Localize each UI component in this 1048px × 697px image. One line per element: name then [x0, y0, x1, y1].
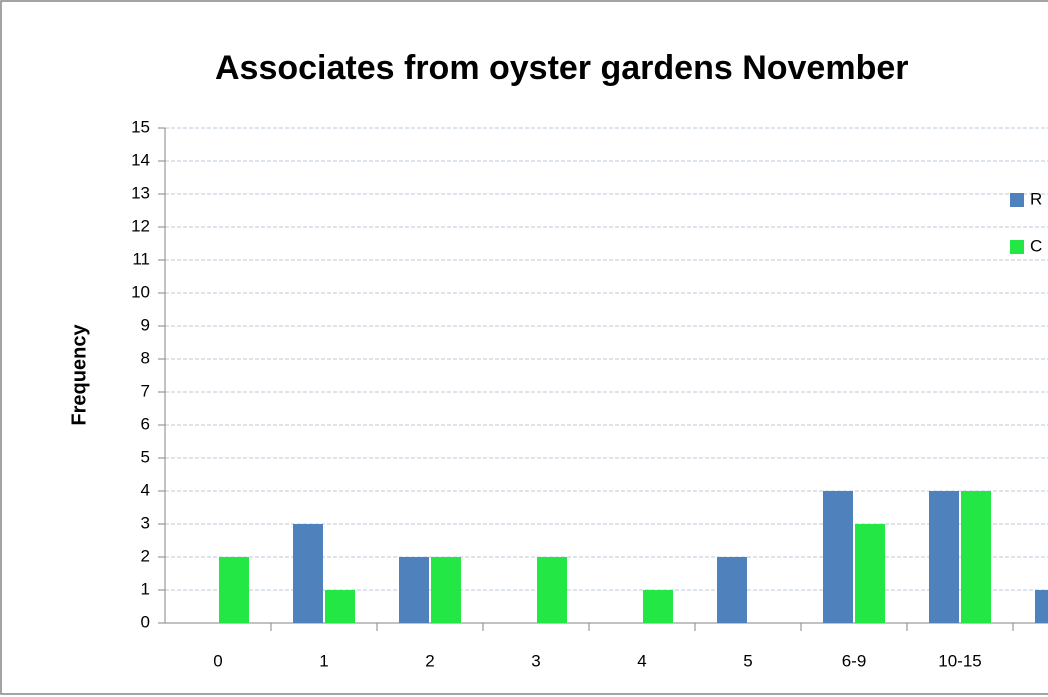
y-tick-label: 3: [141, 513, 150, 532]
y-tick-label: 0: [141, 612, 150, 631]
y-tick-label: 6: [141, 414, 150, 433]
y-tick-label: 15: [131, 117, 150, 136]
x-tick-label: 4: [637, 651, 646, 670]
bar: [431, 557, 461, 623]
chart-title: Associates from oyster gardens November: [215, 49, 908, 87]
bar: [823, 491, 853, 623]
y-tick-label: 8: [141, 348, 150, 367]
y-tick-label: 14: [131, 150, 150, 169]
x-tick-label: 10-15: [938, 651, 981, 670]
x-tick-label: 5: [743, 651, 752, 670]
y-tick-label: 5: [141, 447, 150, 466]
bar: [717, 557, 747, 623]
bar: [325, 590, 355, 623]
x-tick-label: 3: [531, 651, 540, 670]
legend-swatch: [1010, 240, 1024, 254]
x-tick-label: 2: [425, 651, 434, 670]
x-tick-label: 0: [213, 651, 222, 670]
y-tick-label: 7: [141, 381, 150, 400]
bar: [855, 524, 885, 623]
bar: [293, 524, 323, 623]
y-tick-label: 2: [141, 546, 150, 565]
legend-label: R: [1030, 189, 1042, 208]
bar: [961, 491, 991, 623]
bar: [537, 557, 567, 623]
bar: [643, 590, 673, 623]
y-tick-label: 10: [131, 282, 150, 301]
y-tick-label: 11: [132, 249, 150, 268]
x-tick-label: 1: [319, 651, 328, 670]
y-axis-label: Frequency: [68, 324, 90, 426]
bar: [399, 557, 429, 623]
bar: [1035, 590, 1048, 623]
bar: [929, 491, 959, 623]
legend-swatch: [1010, 193, 1024, 207]
y-tick-label: 1: [141, 579, 150, 598]
legend-label: C: [1030, 236, 1042, 255]
y-tick-label: 9: [141, 315, 150, 334]
y-tick-label: 4: [141, 480, 150, 499]
bar: [219, 557, 249, 623]
y-tick-label: 12: [131, 216, 150, 235]
y-tick-label: 13: [131, 183, 150, 202]
x-tick-label: 6-9: [842, 651, 867, 670]
